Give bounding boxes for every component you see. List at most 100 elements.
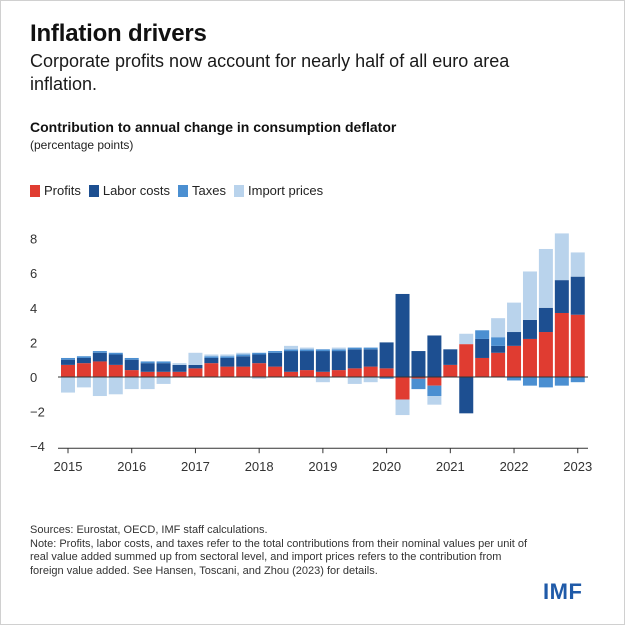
legend-item-import-prices: Import prices — [234, 183, 323, 198]
x-tick-label: 2017 — [181, 459, 210, 474]
bar-profits — [92, 361, 107, 377]
bar-taxes — [331, 349, 346, 352]
sources-text: Sources: Eurostat, OECD, IMF staff calcu… — [30, 524, 268, 536]
bar-profits — [379, 368, 394, 377]
bar-profits — [331, 370, 346, 377]
chart-title: Contribution to annual change in consump… — [30, 119, 397, 135]
x-tick-label: 2020 — [372, 459, 401, 474]
bar-profits — [411, 377, 426, 379]
y-tick-label: 2 — [30, 335, 37, 350]
bar-import-prices — [204, 354, 219, 357]
bar-import-prices — [236, 352, 251, 355]
legend-label-profits: Profits — [44, 183, 81, 198]
bar-taxes — [156, 361, 171, 364]
legend-swatch-import-prices — [234, 184, 245, 197]
bar-profits — [204, 363, 219, 377]
bar-labor-costs — [284, 351, 299, 372]
bar-profits — [443, 364, 458, 377]
x-tick-label: 2018 — [245, 459, 274, 474]
bar-profits — [220, 366, 235, 377]
bar-labor-costs — [491, 345, 506, 353]
bar-taxes — [204, 356, 219, 358]
y-tick-label: 6 — [30, 266, 37, 281]
legend-swatch-labor-costs — [88, 184, 99, 197]
bar-import-prices — [459, 333, 474, 345]
chart-unit-label: (percentage points) — [30, 138, 134, 152]
page-title: Inflation drivers — [30, 20, 207, 47]
bar-taxes — [315, 349, 330, 352]
bar-labor-costs — [236, 356, 251, 367]
bar-labor-costs — [315, 351, 330, 372]
y-tick-label: −2 — [30, 405, 45, 420]
bar-taxes — [554, 377, 569, 386]
bar-profits — [61, 364, 75, 377]
bar-import-prices — [315, 377, 330, 383]
x-tick-label: 2021 — [436, 459, 465, 474]
bar-labor-costs — [427, 335, 442, 377]
bar-taxes — [108, 352, 123, 355]
y-tick-label: 4 — [30, 301, 37, 316]
bar-labor-costs — [554, 280, 569, 313]
bar-import-prices — [76, 377, 91, 388]
bar-import-prices — [299, 347, 314, 350]
bar-profits — [459, 344, 474, 377]
bar-taxes — [522, 377, 537, 386]
bar-labor-costs — [252, 354, 267, 364]
bar-labor-costs — [522, 319, 537, 339]
bar-taxes — [347, 347, 362, 350]
bar-labor-costs — [124, 359, 139, 371]
bar-import-prices — [522, 271, 537, 320]
bar-labor-costs — [76, 357, 91, 364]
bar-profits — [427, 377, 442, 386]
bar-labor-costs — [108, 354, 123, 365]
legend-label-import-prices: Import prices — [248, 183, 324, 198]
bar-taxes — [379, 377, 394, 379]
bar-labor-costs — [475, 338, 490, 358]
bar-profits — [538, 332, 553, 377]
bar-profits — [315, 371, 330, 377]
bar-import-prices — [363, 377, 378, 383]
legend-item-profits: Profits — [30, 183, 81, 198]
bar-labor-costs — [347, 349, 362, 369]
bar-import-prices — [538, 248, 553, 308]
bar-labor-costs — [395, 293, 410, 377]
bar-import-prices — [427, 396, 442, 405]
bar-import-prices — [61, 377, 75, 393]
bar-taxes — [76, 356, 91, 358]
bar-taxes — [252, 352, 267, 355]
bar-labor-costs — [443, 349, 458, 365]
bar-import-prices — [172, 363, 187, 365]
bar-profits — [236, 366, 251, 377]
bar-taxes — [61, 357, 75, 360]
bar-taxes — [363, 347, 378, 350]
legend-swatch-profits — [30, 184, 40, 197]
bar-taxes — [538, 377, 553, 388]
note-text: Note: Profits, labor costs, and taxes re… — [30, 537, 528, 577]
bar-taxes — [411, 378, 426, 390]
legend-swatch-taxes — [178, 184, 189, 197]
bar-taxes — [427, 385, 442, 397]
bar-profits — [124, 370, 139, 377]
bar-profits — [522, 338, 537, 377]
bar-taxes — [236, 354, 251, 357]
bar-taxes — [491, 337, 506, 346]
bar-taxes — [124, 357, 139, 360]
bar-import-prices — [491, 318, 506, 338]
bar-labor-costs — [172, 364, 187, 372]
bar-labor-costs — [140, 363, 155, 372]
bar-import-prices — [188, 352, 203, 365]
bar-profits — [188, 368, 203, 377]
bar-labor-costs — [299, 351, 314, 371]
bar-profits — [172, 371, 187, 377]
bar-labor-costs — [220, 357, 235, 367]
bar-taxes — [507, 377, 522, 381]
bar-import-prices — [331, 347, 346, 350]
bar-labor-costs — [156, 363, 171, 372]
bar-import-prices — [92, 377, 107, 397]
bar-taxes — [475, 330, 490, 339]
bar-profits — [507, 345, 522, 377]
bar-profits — [554, 312, 569, 377]
bar-import-prices — [554, 233, 569, 281]
bar-labor-costs — [363, 349, 378, 367]
